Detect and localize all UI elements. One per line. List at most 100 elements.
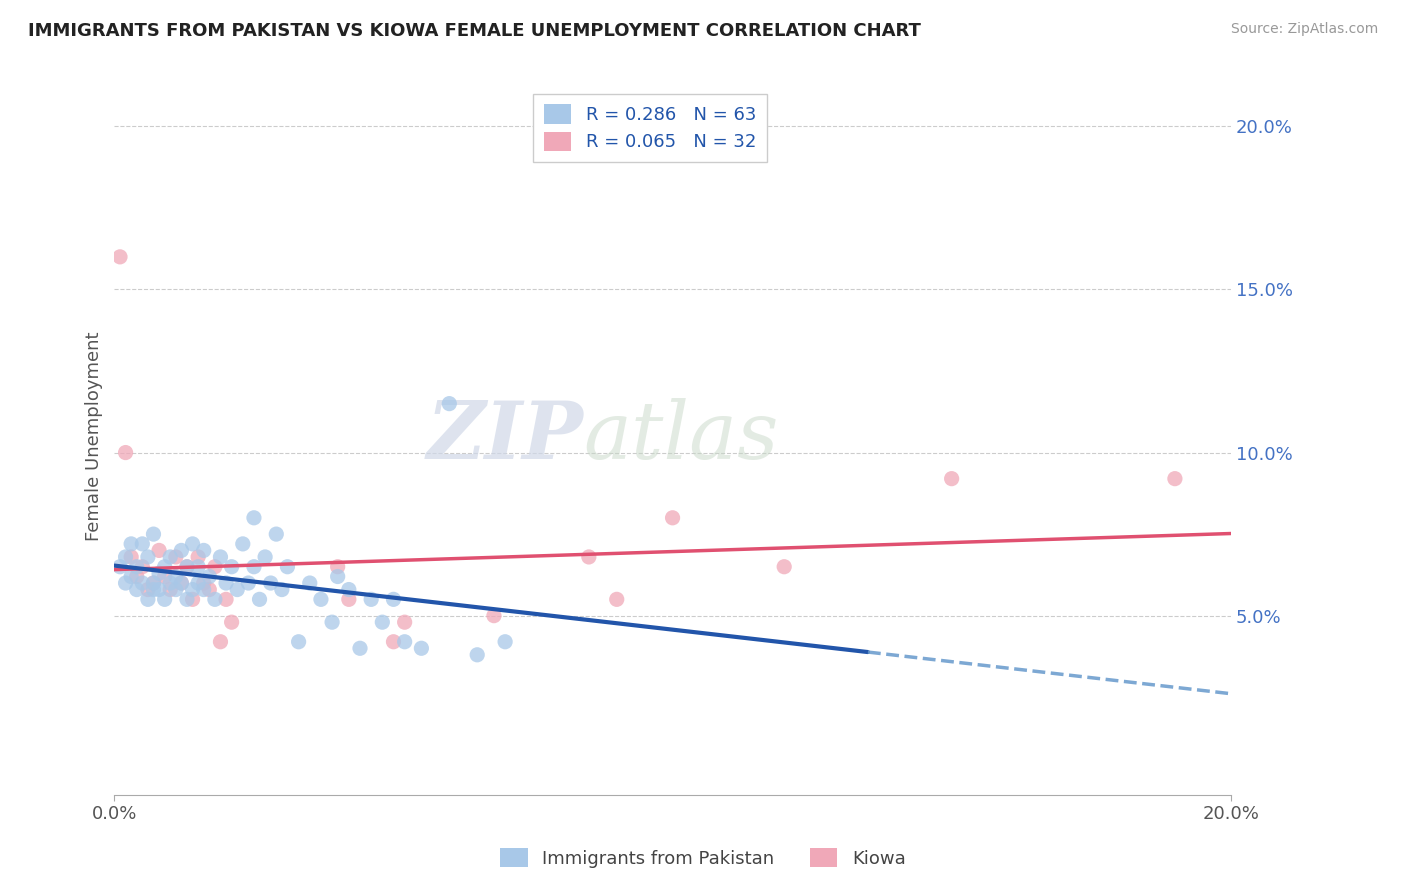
Point: [170, 576, 193, 591]
Text: IMMIGRANTS FROM PAKISTAN VS KIOWA FEMALE UNEMPLOYMENT CORRELATION CHART: IMMIGRANTS FROM PAKISTAN VS KIOWA FEMALE…: [28, 22, 921, 40]
Point: [125, 582, 148, 597]
Point: [298, 576, 321, 591]
Point: [382, 592, 405, 607]
Point: [394, 615, 416, 630]
Point: [142, 582, 165, 597]
Point: [394, 634, 416, 648]
Point: [136, 582, 159, 597]
Point: [170, 576, 193, 591]
Point: [131, 576, 153, 591]
Point: [337, 582, 360, 597]
Text: Source: ZipAtlas.com: Source: ZipAtlas.com: [1230, 22, 1378, 37]
Point: [148, 582, 170, 597]
Point: [142, 576, 165, 591]
Point: [465, 648, 488, 662]
Point: [165, 549, 187, 564]
Point: [238, 576, 260, 591]
Point: [120, 537, 142, 551]
Point: [349, 641, 371, 656]
Point: [326, 559, 349, 574]
Point: [1164, 472, 1187, 486]
Point: [142, 576, 165, 591]
Point: [148, 543, 170, 558]
Point: [125, 559, 148, 574]
Point: [187, 559, 209, 574]
Point: [187, 576, 209, 591]
Point: [360, 592, 382, 607]
Point: [204, 559, 226, 574]
Point: [181, 592, 204, 607]
Point: [382, 634, 405, 648]
Point: [439, 397, 461, 411]
Point: [125, 569, 148, 583]
Point: [226, 582, 249, 597]
Point: [142, 527, 165, 541]
Point: [181, 537, 204, 551]
Point: [270, 582, 292, 597]
Point: [260, 576, 283, 591]
Y-axis label: Female Unemployment: Female Unemployment: [86, 332, 103, 541]
Point: [176, 559, 198, 574]
Point: [131, 537, 153, 551]
Point: [249, 592, 271, 607]
Point: [114, 576, 136, 591]
Point: [108, 559, 131, 574]
Point: [131, 559, 153, 574]
Point: [215, 576, 238, 591]
Point: [120, 549, 142, 564]
Point: [232, 537, 254, 551]
Point: [204, 592, 226, 607]
Point: [773, 559, 796, 574]
Point: [170, 543, 193, 558]
Legend: R = 0.286   N = 63, R = 0.065   N = 32: R = 0.286 N = 63, R = 0.065 N = 32: [533, 94, 768, 162]
Point: [321, 615, 343, 630]
Point: [136, 592, 159, 607]
Point: [165, 569, 187, 583]
Point: [276, 559, 298, 574]
Point: [215, 592, 238, 607]
Point: [309, 592, 332, 607]
Point: [193, 543, 215, 558]
Point: [198, 569, 221, 583]
Point: [606, 592, 628, 607]
Point: [411, 641, 433, 656]
Point: [209, 634, 232, 648]
Text: ZIP: ZIP: [426, 398, 583, 475]
Point: [114, 445, 136, 459]
Point: [371, 615, 394, 630]
Point: [209, 549, 232, 564]
Point: [221, 559, 243, 574]
Point: [176, 559, 198, 574]
Point: [187, 549, 209, 564]
Point: [243, 559, 266, 574]
Point: [337, 592, 360, 607]
Point: [136, 549, 159, 564]
Point: [114, 549, 136, 564]
Point: [264, 527, 287, 541]
Point: [153, 569, 176, 583]
Text: atlas: atlas: [583, 398, 779, 475]
Point: [221, 615, 243, 630]
Point: [159, 582, 181, 597]
Point: [153, 559, 176, 574]
Point: [181, 582, 204, 597]
Point: [120, 569, 142, 583]
Point: [176, 592, 198, 607]
Point: [482, 608, 505, 623]
Legend: Immigrants from Pakistan, Kiowa: Immigrants from Pakistan, Kiowa: [489, 837, 917, 879]
Point: [287, 634, 309, 648]
Point: [578, 549, 600, 564]
Point: [159, 576, 181, 591]
Point: [661, 510, 683, 524]
Point: [108, 250, 131, 264]
Point: [193, 582, 215, 597]
Point: [494, 634, 516, 648]
Point: [193, 576, 215, 591]
Point: [243, 510, 266, 524]
Point: [198, 582, 221, 597]
Point: [148, 566, 170, 581]
Point: [153, 592, 176, 607]
Point: [159, 549, 181, 564]
Point: [941, 472, 963, 486]
Point: [165, 582, 187, 597]
